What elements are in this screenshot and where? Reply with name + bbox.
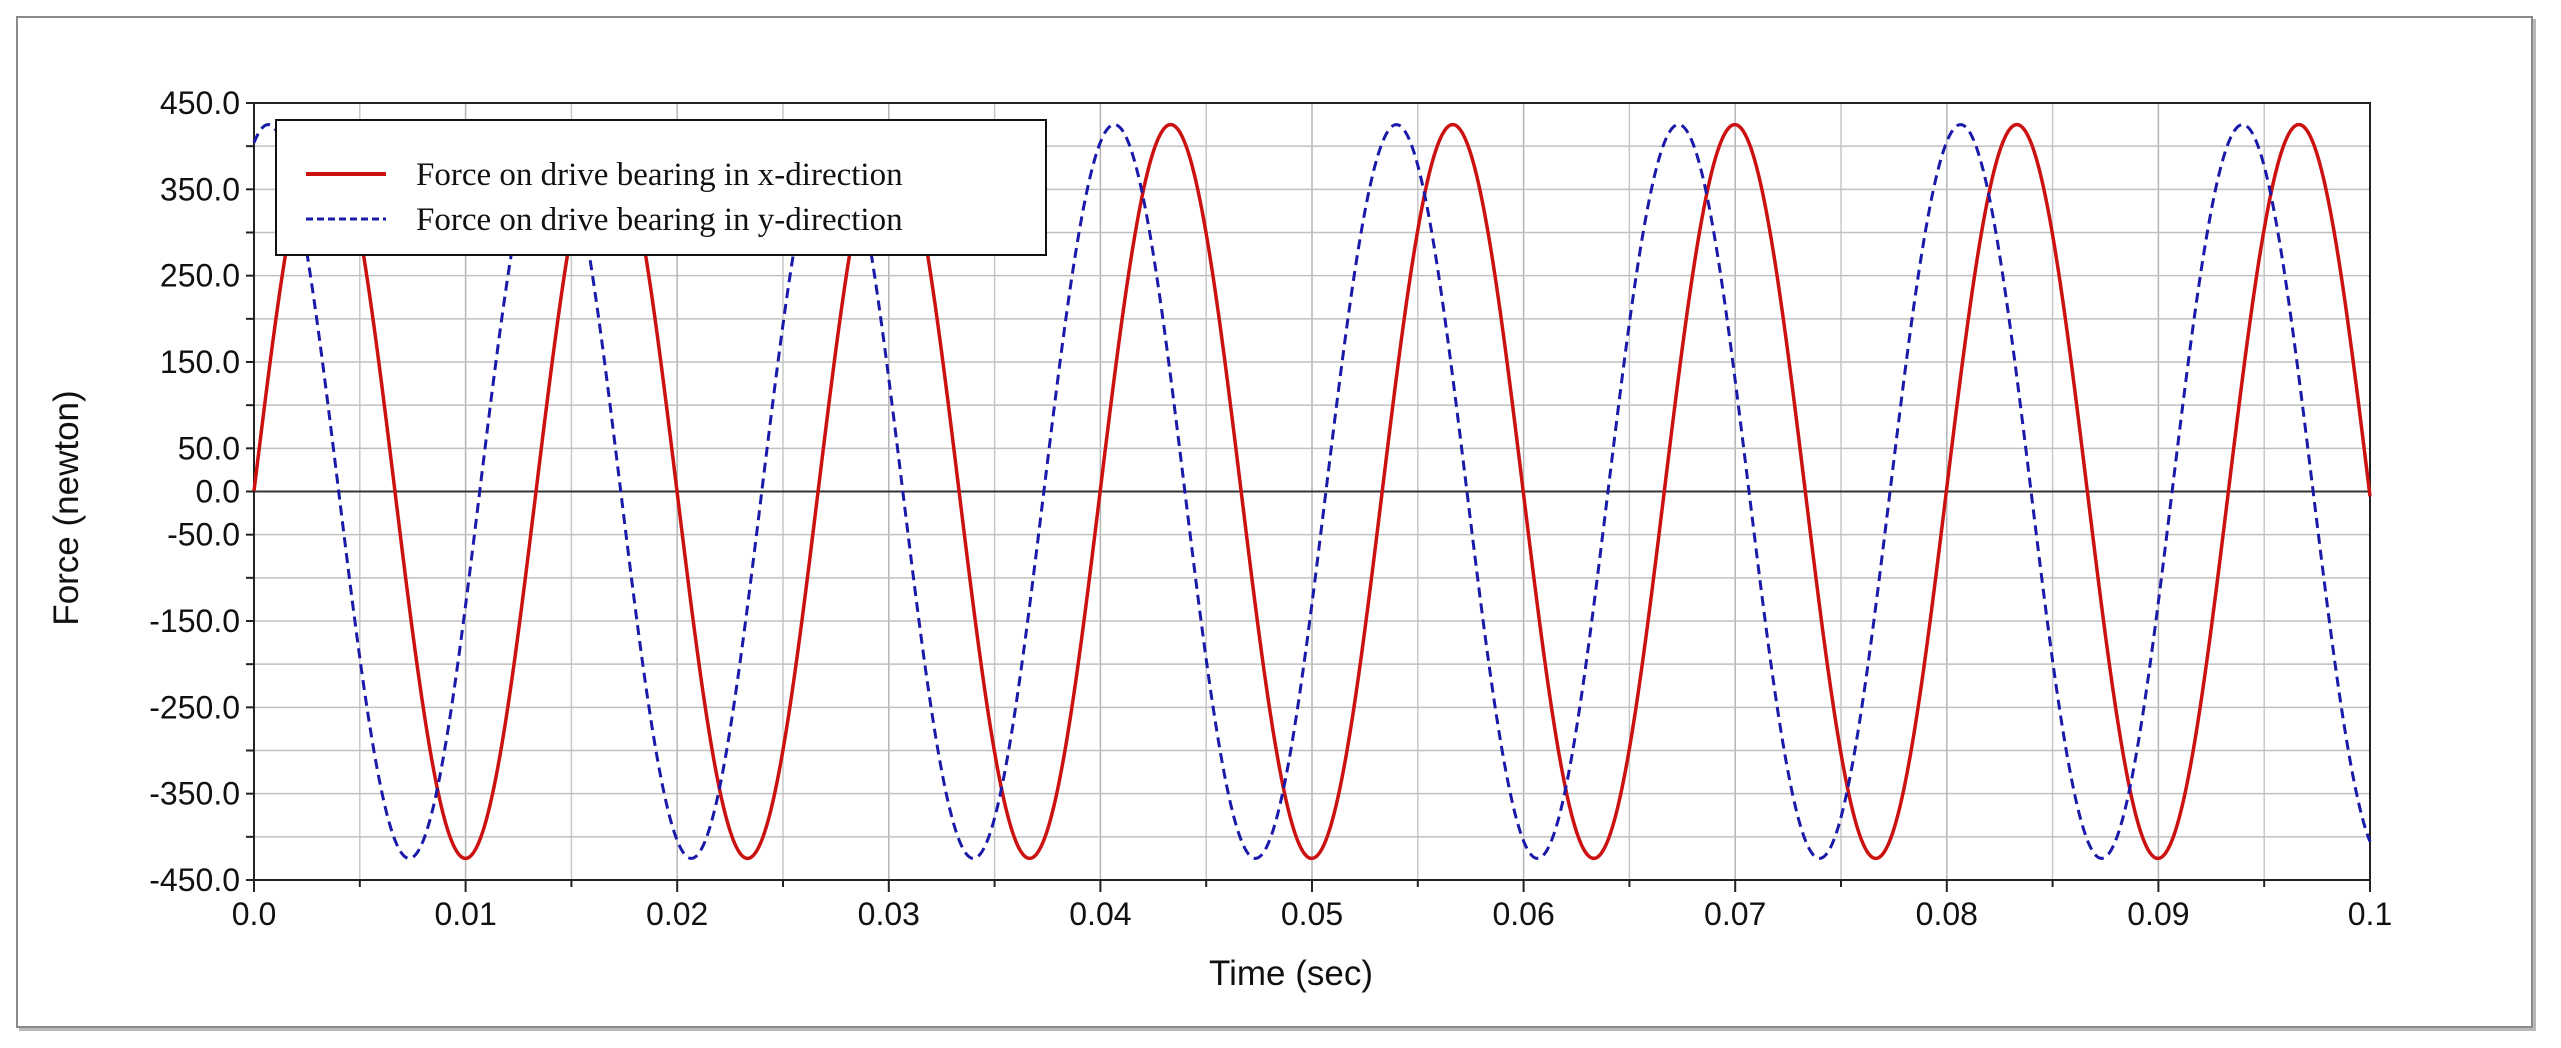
legend: Force on drive bearing in x-direction Fo… — [275, 119, 1047, 256]
y-tick-label: 150.0 — [160, 344, 240, 380]
y-tick-label: 450.0 — [160, 85, 240, 121]
legend-label-y-force: Force on drive bearing in y-direction — [416, 202, 903, 238]
x-tick-label: 0.04 — [1069, 896, 1131, 932]
label-layer: 0.0 0.01 0.02 0.03 0.04 0.05 0.06 0.07 0.08 0.09 0… — [149, 85, 2392, 932]
x-tick-label: 0.07 — [1704, 896, 1766, 932]
x-tick-label: 0.03 — [858, 896, 920, 932]
x-tick-label: 0.06 — [1492, 896, 1554, 932]
x-tick-label: 0.01 — [434, 896, 496, 932]
y-tick-label: -350.0 — [149, 776, 240, 812]
x-tick-label: 0.02 — [646, 896, 708, 932]
series-line-y-force — [252, 123, 2372, 860]
x-tick-label: 0.09 — [2127, 896, 2189, 932]
y-tick-label: 250.0 — [160, 258, 240, 294]
x-tick-label: 0.0 — [232, 896, 276, 932]
x-tick-label: 0.08 — [1916, 896, 1978, 932]
y-tick-label: -150.0 — [149, 603, 240, 639]
x-tick-label: 0.05 — [1281, 896, 1343, 932]
y-tick-label: 50.0 — [178, 430, 240, 466]
y-tick-label: -50.0 — [167, 517, 240, 553]
legend-box — [275, 119, 1047, 256]
legend-label-x-force: Force on drive bearing in x-direction — [416, 157, 903, 193]
y-axis-title: Force (newton) — [47, 390, 86, 625]
y-tick-label: -250.0 — [149, 689, 240, 725]
y-tick-label: -450.0 — [149, 862, 240, 898]
x-axis-title: Time (sec) — [1209, 954, 1373, 993]
y-tick-label: 0.0 — [196, 474, 240, 510]
y-tick-label: 350.0 — [160, 171, 240, 207]
x-tick-label: 0.1 — [2348, 896, 2392, 932]
